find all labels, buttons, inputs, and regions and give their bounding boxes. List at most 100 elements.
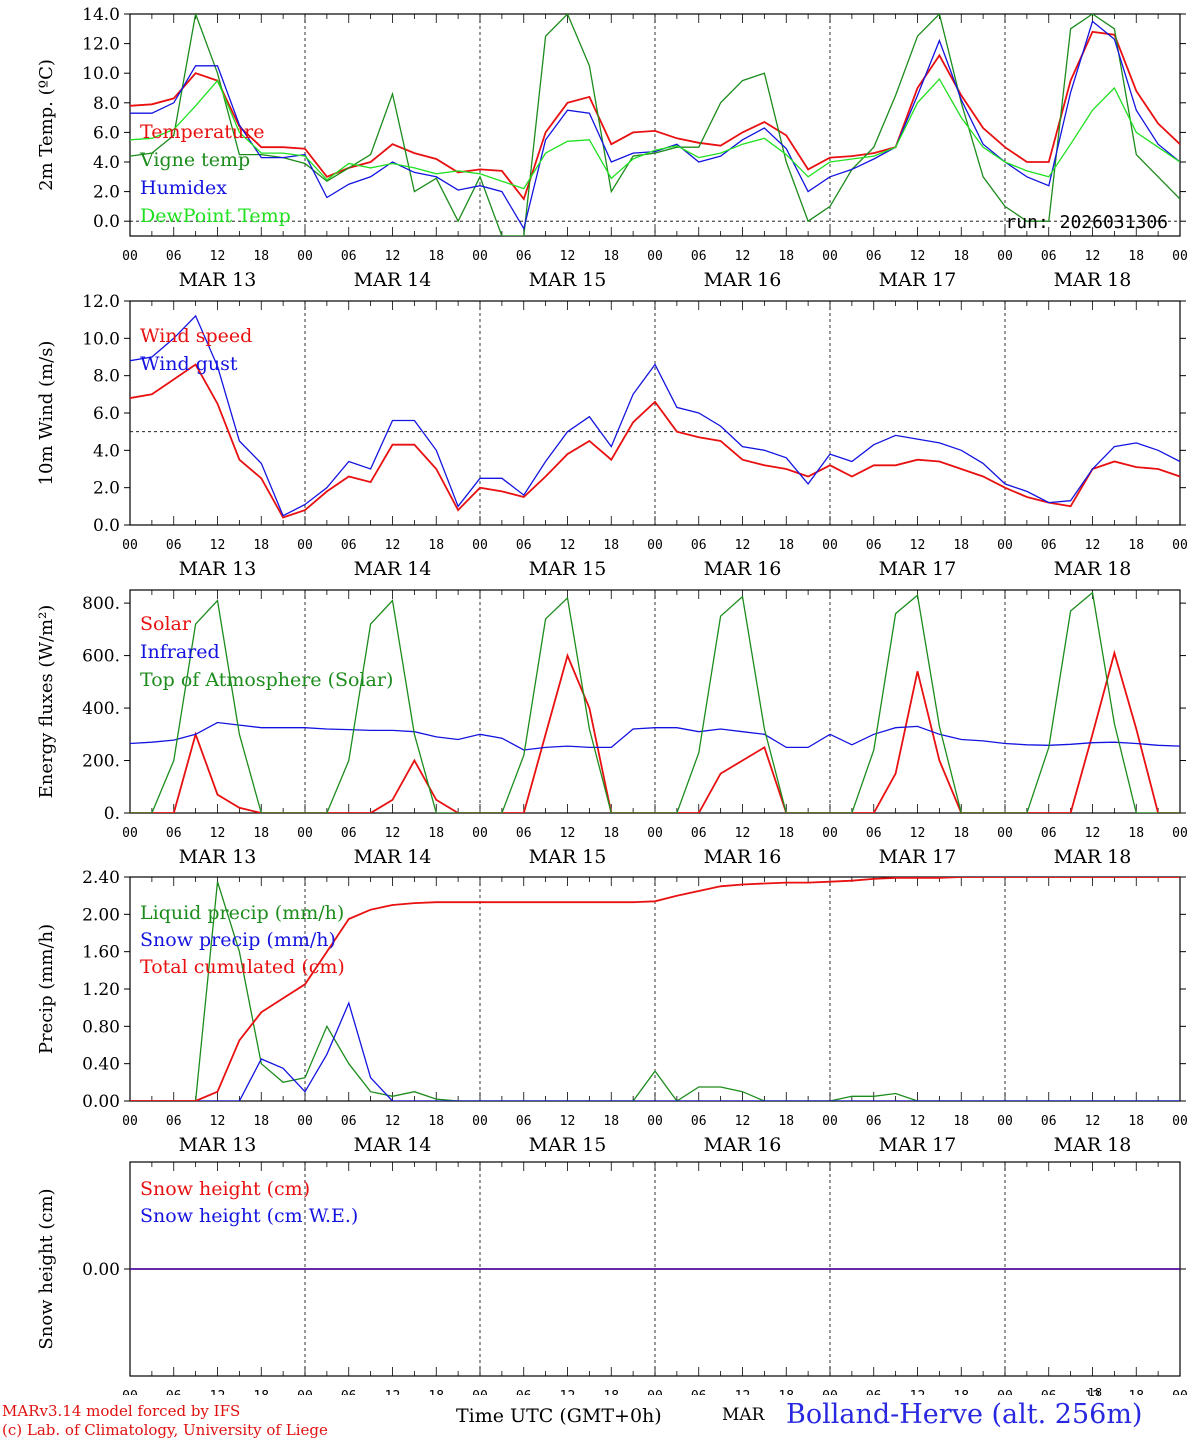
hour-tick-label: 06	[866, 826, 882, 841]
hour-tick-label: 00	[822, 826, 838, 841]
hour-tick-label: 06	[691, 538, 707, 553]
hour-tick-label: 12	[1085, 826, 1101, 841]
hour-tick-label: 18	[778, 1389, 794, 1395]
y-tick-label: 2.40	[82, 868, 120, 888]
day-tick-label: MAR 15	[529, 269, 607, 291]
hour-tick-label: 12	[735, 1114, 751, 1129]
day-tick-label: MAR 16	[704, 1134, 782, 1156]
hour-tick-label: 18	[778, 826, 794, 841]
hour-tick-label: 12	[560, 249, 576, 264]
series-line-snow-precip-mm-h-	[130, 1001, 1180, 1101]
y-tick-label: 12.0	[82, 35, 120, 55]
day-tick-label: MAR 16	[704, 846, 782, 868]
hour-tick-label: 18	[603, 826, 619, 841]
y-tick-label: 8.0	[93, 94, 120, 114]
y-tick-label: 4.0	[93, 441, 120, 461]
hour-tick-label: 06	[516, 1389, 532, 1395]
legend-entry: DewPoint Temp	[140, 205, 291, 227]
hour-tick-label: 12	[910, 1389, 926, 1395]
hour-tick-label: 18	[428, 1114, 444, 1129]
y-tick-label: 0.	[104, 804, 120, 824]
run-annotation: run: 2026031306	[1005, 212, 1168, 233]
hour-tick-label: 12	[210, 538, 226, 553]
y-tick-label: 1.20	[82, 980, 120, 1000]
hour-tick-label: 12	[910, 826, 926, 841]
hour-tick-label: 06	[866, 538, 882, 553]
hour-tick-label: 18	[603, 1389, 619, 1395]
hour-tick-label: 18	[1128, 249, 1144, 264]
y-tick-label: 10.0	[82, 329, 120, 349]
hour-tick-label: 12	[385, 1114, 401, 1129]
hour-tick-label: 06	[516, 826, 532, 841]
legend-entry: Temperature	[140, 121, 264, 143]
month-label: MAR	[722, 1405, 765, 1425]
hour-tick-label: 00	[997, 538, 1013, 553]
hour-tick-label: 00	[297, 538, 313, 553]
series-line-top-of-atmosphere-solar-	[130, 591, 1180, 813]
y-tick-label: 6.0	[93, 123, 120, 143]
hour-tick-label: 06	[516, 538, 532, 553]
day-tick-label: MAR 14	[354, 1134, 432, 1156]
hour-tick-label: 00	[297, 826, 313, 841]
hour-tick-label: 06	[166, 249, 182, 264]
hour-tick-label: 00	[822, 1389, 838, 1395]
hour-tick-label: 00	[647, 1389, 663, 1395]
plot-frame	[129, 589, 1181, 814]
hour-tick-label: 00	[997, 1389, 1013, 1395]
hour-tick-label: 00	[122, 1389, 138, 1395]
legend-entry: Top of Atmosphere (Solar)	[140, 669, 393, 691]
y-tick-label: 2.0	[93, 479, 120, 499]
hour-tick-label: 18	[428, 1389, 444, 1395]
hour-tick-label: 06	[691, 249, 707, 264]
hour-tick-label: 12	[560, 1114, 576, 1129]
y-tick-label: 6.0	[93, 404, 120, 424]
hour-tick-label: 18	[253, 249, 269, 264]
day-tick-label: MAR 15	[529, 558, 607, 580]
hour-tick-label: 18	[778, 1114, 794, 1129]
hour-tick-label: 12	[210, 1114, 226, 1129]
hour-tick-label: 06	[516, 1114, 532, 1129]
hour-tick-label: 12	[735, 538, 751, 553]
y-tick-label: 0.00	[82, 1092, 120, 1112]
hour-tick-label: 00	[997, 826, 1013, 841]
hour-tick-label: 18	[253, 1114, 269, 1129]
hour-tick-label: 00	[647, 1114, 663, 1129]
hour-tick-label: 12	[1085, 1389, 1101, 1395]
hour-tick-label: 12	[560, 538, 576, 553]
hour-tick-label: 00	[297, 1389, 313, 1395]
y-tick-label: 12.0	[82, 292, 120, 312]
hour-tick-label: 06	[691, 826, 707, 841]
hour-tick-label: 12	[1085, 1114, 1101, 1129]
day-tick-label: MAR 15	[529, 1134, 607, 1156]
hour-tick-label: 00	[472, 538, 488, 553]
hour-tick-label: 18	[1128, 1389, 1144, 1395]
y-tick-label: 600.	[82, 647, 120, 667]
hour-tick-label: 00	[472, 1389, 488, 1395]
hour-tick-label: 18	[603, 538, 619, 553]
series-line-vigne-temp	[130, 14, 1180, 236]
hour-tick-label: 06	[166, 538, 182, 553]
hour-tick-label: 18	[953, 1389, 969, 1395]
hour-tick-label: 00	[122, 538, 138, 553]
hour-tick-label: 00	[472, 1114, 488, 1129]
hour-tick-label: 18	[253, 826, 269, 841]
hour-tick-label: 18	[953, 249, 969, 264]
y-axis-label: Snow height (cm)	[36, 1188, 57, 1349]
hour-tick-label: 06	[341, 538, 357, 553]
hour-tick-label: 00	[472, 249, 488, 264]
hour-tick-label: 18	[428, 538, 444, 553]
y-axis-label: 2m Temp. (ºC)	[36, 59, 57, 191]
day-tick-label: MAR 14	[354, 558, 432, 580]
station-title: Bolland-Herve (alt. 256m)	[786, 1399, 1143, 1430]
hour-tick-label: 18	[253, 1389, 269, 1395]
hour-tick-label: 06	[866, 1114, 882, 1129]
y-tick-label: 14.0	[82, 5, 120, 25]
y-tick-label: 8.0	[93, 367, 120, 387]
y-tick-label: 0.0	[93, 212, 120, 232]
legend-entry: Vigne temp	[139, 149, 250, 171]
hour-tick-label: 00	[297, 249, 313, 264]
series-line-wind-gust	[130, 314, 1180, 517]
legend-entry: Total cumulated (cm)	[140, 956, 345, 978]
hour-tick-label: 18	[603, 1114, 619, 1129]
day-tick-label: MAR 17	[879, 558, 957, 580]
